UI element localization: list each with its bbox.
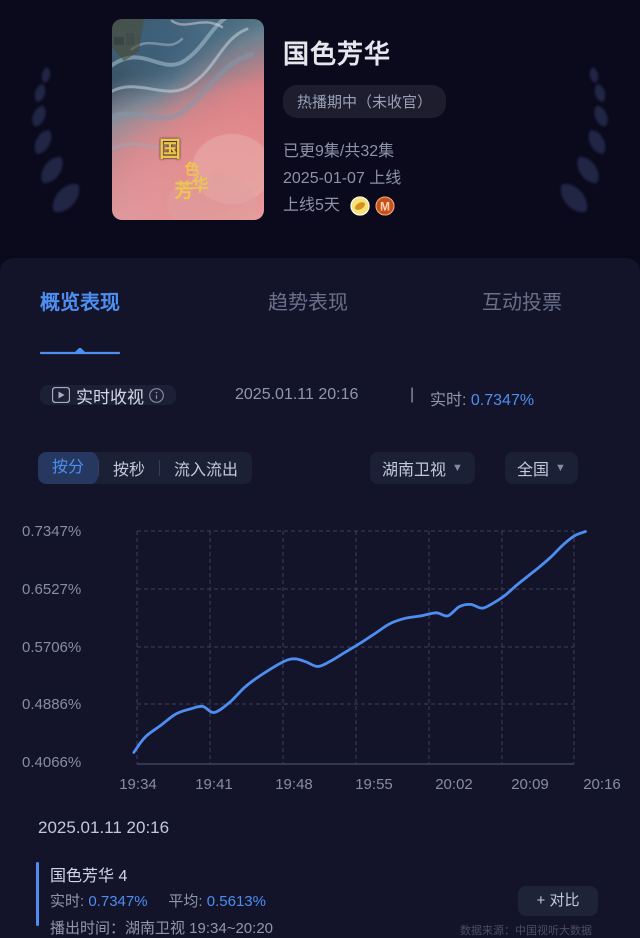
svg-text:华: 华 [192,175,209,195]
svg-text:20:02: 20:02 [435,776,473,793]
svg-text:M: M [380,200,390,214]
svg-text:0.4066%: 0.4066% [22,754,81,771]
svg-text:0.5706%: 0.5706% [22,639,81,656]
svg-text:19:55: 19:55 [355,776,393,793]
svg-text:19:41: 19:41 [195,776,233,793]
svg-text:20:16: 20:16 [583,776,621,793]
svg-text:0.4886%: 0.4886% [22,696,81,713]
svg-text:19:34: 19:34 [119,776,157,793]
svg-text:0.7347%: 0.7347% [22,523,81,540]
svg-text:19:48: 19:48 [275,776,313,793]
svg-text:0.6527%: 0.6527% [22,581,81,598]
svg-text:国: 国 [159,137,181,162]
svg-text:20:09: 20:09 [511,776,549,793]
